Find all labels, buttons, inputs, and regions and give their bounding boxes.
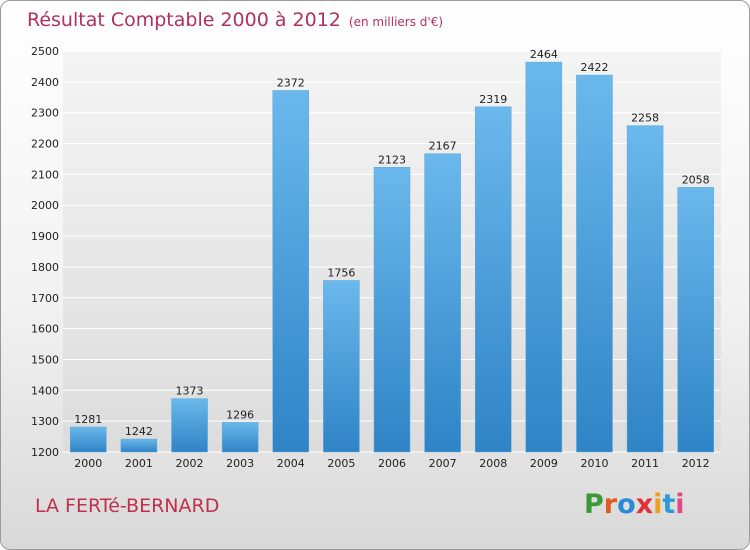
data-label-2006: 2123 <box>378 153 406 166</box>
bar-2012 <box>677 187 714 453</box>
bar-2011 <box>626 125 664 453</box>
bars-layer <box>70 61 714 453</box>
y-tick-label: 2000 <box>31 199 59 212</box>
data-label-2007: 2167 <box>429 140 457 153</box>
bar-2007 <box>424 153 461 453</box>
logo-letter: i <box>653 489 663 520</box>
bar-2005 <box>323 280 360 453</box>
chart-subtitle: (en milliers d'€) <box>348 15 444 29</box>
data-label-2001: 1242 <box>125 425 153 438</box>
bar-chart: 1200 1300 1400 1500 1600 1700 1800 1900 2000 2100… <box>31 45 721 470</box>
y-tick-label: 2500 <box>31 45 59 58</box>
x-tick-label: 2003 <box>226 457 254 470</box>
y-tick-label: 1600 <box>31 323 59 336</box>
x-tick-label: 2009 <box>530 457 558 470</box>
y-tick-label: 2300 <box>31 107 59 120</box>
x-tick-label: 2000 <box>74 457 102 470</box>
proxiti-logo: Proxiti <box>584 489 685 520</box>
data-label-2004: 2372 <box>277 76 305 89</box>
town-name: LA FERTé-BERNARD <box>35 495 220 517</box>
x-tick-label: 2006 <box>378 457 406 470</box>
bar-2003 <box>221 422 259 453</box>
title-text: Résultat Comptable 2000 à 2012 <box>27 9 341 31</box>
y-tick-label: 2100 <box>31 168 59 181</box>
bar-2008 <box>474 106 512 453</box>
bar-2009 <box>525 61 563 453</box>
bar-2004 <box>272 90 310 453</box>
logo-letter: t <box>662 489 676 520</box>
data-label-2009: 2464 <box>530 48 558 61</box>
bar-2010 <box>576 74 613 453</box>
bar-2006 <box>373 167 411 453</box>
data-label-2010: 2422 <box>580 61 608 74</box>
y-tick-label: 2200 <box>31 138 59 151</box>
y-tick-label: 2400 <box>31 76 59 89</box>
x-tick-label: 2005 <box>327 457 355 470</box>
x-tick-label: 2008 <box>479 457 507 470</box>
logo-letter: x <box>635 489 654 520</box>
labels-layer: 1200 1300 1400 1500 1600 1700 1800 1900 2000 2100… <box>31 45 710 470</box>
y-tick-label: 1400 <box>31 384 59 397</box>
x-tick-label: 2007 <box>429 457 457 470</box>
x-tick-label: 2010 <box>580 457 608 470</box>
logo-letter: o <box>617 489 636 520</box>
bar-2002 <box>171 398 208 453</box>
data-label-2005: 1756 <box>327 266 355 279</box>
x-tick-label: 2002 <box>176 457 204 470</box>
x-tick-label: 2001 <box>125 457 153 470</box>
y-tick-label: 1800 <box>31 261 59 274</box>
y-tick-label: 1500 <box>31 353 59 366</box>
logo-letter: r <box>603 489 618 520</box>
bar-2000 <box>70 426 107 453</box>
logo-letter: i <box>675 489 685 520</box>
y-tick-label: 1900 <box>31 230 59 243</box>
data-label-2000: 1281 <box>74 413 102 426</box>
y-tick-label: 1200 <box>31 446 59 459</box>
y-tick-label: 1700 <box>31 292 59 305</box>
data-label-2008: 2319 <box>479 93 507 106</box>
x-tick-label: 2011 <box>631 457 659 470</box>
data-label-2002: 1373 <box>176 385 204 398</box>
data-label-2011: 2258 <box>631 112 659 125</box>
y-tick-label: 1300 <box>31 415 59 428</box>
x-tick-label: 2004 <box>277 457 305 470</box>
x-tick-label: 2012 <box>682 457 710 470</box>
logo-letter: P <box>584 489 604 520</box>
chart-title: Résultat Comptable 2000 à 2012 (en millie… <box>27 9 443 31</box>
data-label-2012: 2058 <box>682 173 710 186</box>
bar-2001 <box>120 438 158 453</box>
data-label-2003: 1296 <box>226 408 254 421</box>
